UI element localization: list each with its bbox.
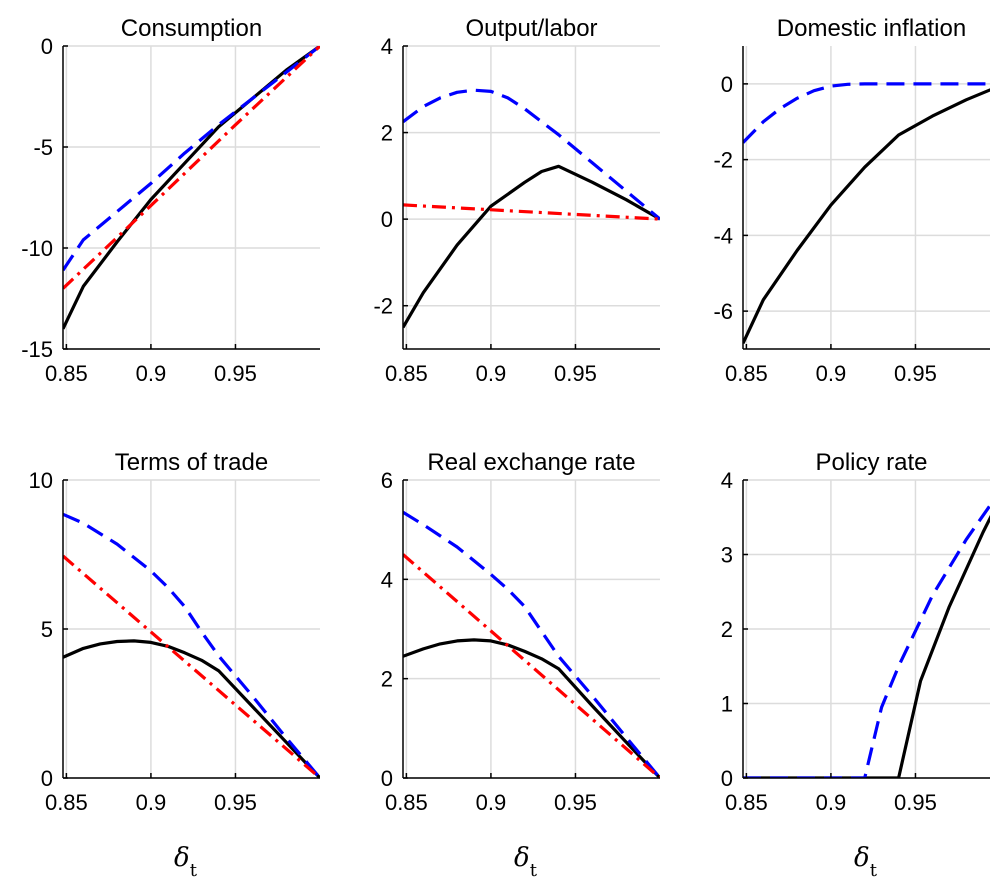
y-tick-label: 0 [41,34,53,59]
y-tick-label: 0 [381,766,393,791]
x-axis-label: δt [174,843,198,879]
subplot-terms-of-trade: 0.85 0.9 0.95 0 5 10 Terms of trade δt [29,449,320,879]
x-tick-label: 0.9 [816,790,847,815]
chart-title: Policy rate [815,449,927,476]
x-tick-label: 0.85 [385,361,428,386]
subplot-policy-rate: 0.85 0.9 0.95 0 1 2 3 4 Policy rate δt [721,449,990,879]
y-tick-label: 0 [41,766,53,791]
chart-title: Domestic inflation [777,15,966,42]
subplot-domestic-inflation: 0.85 0.9 0.95 -6 -4 -2 0 Domestic inflation [713,15,990,386]
chart-title: Consumption [121,15,262,42]
y-tick-label: 2 [381,667,393,692]
x-tick-label: 0.9 [136,790,167,815]
y-tick-label: -10 [21,236,53,261]
series-line-solid [63,46,320,330]
y-tick-label: -4 [713,223,733,248]
series-line-solid [743,88,990,344]
y-tick-label: 6 [381,468,393,493]
series-line-solid [403,638,660,778]
x-tick-label: 0.95 [214,790,257,815]
x-tick-label: 0.9 [476,790,507,815]
series-line-dashdot [403,203,660,221]
series-line-dashed [403,510,660,778]
y-tick-label: -2 [373,294,393,319]
x-tick-label: 0.95 [894,361,937,386]
y-tick-label: -2 [713,148,733,173]
subplot-output-labor: 0.85 0.9 0.95 -2 0 2 4 Output/labor [373,15,660,386]
x-tick-label: 0.9 [816,361,847,386]
y-tick-label: -15 [21,337,53,362]
series-line-dashdot [403,553,660,778]
y-tick-label: 5 [41,617,53,642]
y-tick-label: 4 [381,567,393,592]
x-tick-label: 0.95 [214,361,257,386]
x-axis-label: δt [854,843,878,879]
x-tick-label: 0.95 [554,790,597,815]
series-line-dashed [403,88,660,221]
subplot-consumption: 0.85 0.9 0.95 -15 -10 -5 0 Consumption [21,15,320,386]
series-line-solid [403,164,660,329]
y-tick-label: 4 [381,34,393,59]
y-tick-label: 0 [721,72,733,97]
x-tick-label: 0.9 [136,361,167,386]
series-line-dashdot [63,46,320,290]
chart-title: Terms of trade [115,449,268,476]
y-tick-label: 4 [721,468,733,493]
series-line-dashed [743,82,990,144]
chart-title: Real exchange rate [427,449,635,476]
y-tick-label: 2 [721,617,733,642]
series-line-solid [63,639,320,778]
y-tick-label: 1 [721,692,733,717]
x-axis-label: δt [514,843,538,879]
y-tick-label: 0 [721,766,733,791]
subplot-real-exchange-rate: 0.85 0.9 0.95 0 2 4 6 Real exchange rate δt [381,449,660,879]
x-tick-label: 0.85 [45,361,88,386]
y-tick-label: 0 [381,207,393,232]
x-tick-label: 0.95 [894,790,937,815]
y-tick-label: -5 [33,135,53,160]
series-line-dashdot [63,554,320,778]
series-line-dashed [63,46,320,272]
y-tick-label: 10 [29,468,53,493]
chart-title: Output/labor [465,15,597,42]
x-tick-label: 0.9 [476,361,507,386]
x-tick-label: 0.85 [45,790,88,815]
x-tick-label: 0.85 [385,790,428,815]
x-tick-label: 0.85 [725,361,768,386]
x-tick-label: 0.85 [725,790,768,815]
y-tick-label: 3 [721,543,733,568]
series-line-dashed [63,512,320,778]
x-tick-label: 0.95 [554,361,597,386]
series-line-solid [743,514,990,778]
y-tick-label: 2 [381,121,393,146]
y-tick-label: -6 [713,299,733,324]
series-line-dashed [743,502,990,778]
